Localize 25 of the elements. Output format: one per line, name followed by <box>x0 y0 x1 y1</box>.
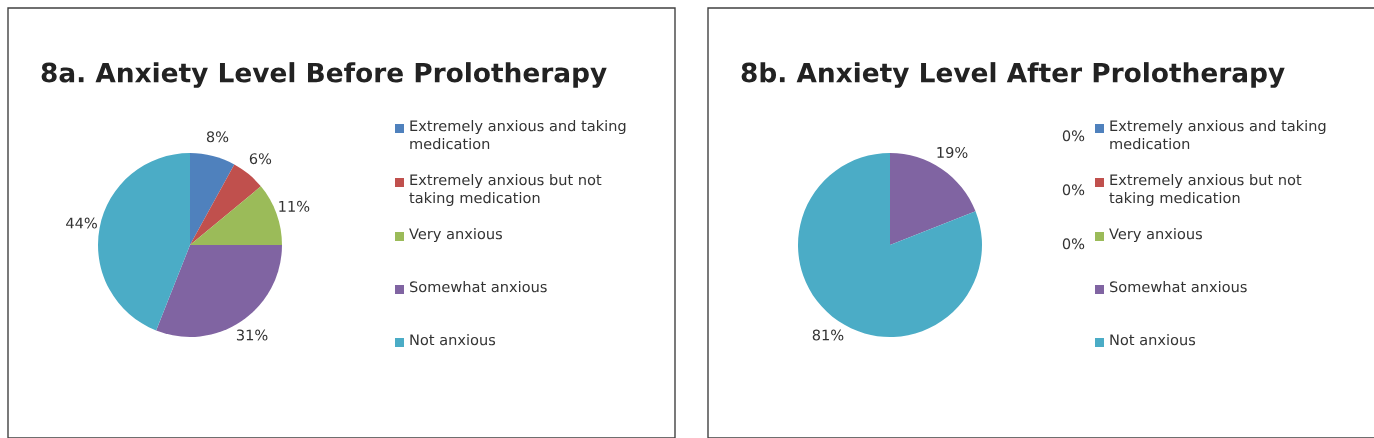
legend-label: Somewhat anxious <box>1109 281 1247 293</box>
pie-slice <box>190 153 235 245</box>
chart-title: 8a. Anxiety Level Before Prolotherapy <box>41 62 607 88</box>
chart-title: 8b. Anxiety Level After Prolotherapy <box>741 62 1285 88</box>
legend-label: Extremely anxious and taking medication <box>1110 120 1326 150</box>
legend-label: Extremely anxious but not taking medication <box>409 174 602 207</box>
data-label: 19% <box>937 146 968 158</box>
legend-label: Extremely anxious but not taking medication <box>1109 174 1302 207</box>
data-label: 31% <box>236 329 268 341</box>
legend-label: Somewhat anxious <box>409 281 547 293</box>
legend-label: Very anxious <box>409 228 502 243</box>
data-label: 6% <box>249 153 272 165</box>
data-label: 11% <box>279 200 310 212</box>
legend-label: Extremely anxious and taking medication <box>410 120 626 150</box>
data-label: 81% <box>812 329 844 341</box>
pie-slice <box>98 153 190 331</box>
legend-label: Not anxious <box>1110 334 1196 346</box>
text: 0% <box>1062 130 1085 142</box>
data-label: 44% <box>66 217 97 229</box>
pie-slice <box>190 164 261 245</box>
text: 0% <box>1062 238 1085 250</box>
data-label: 8% <box>206 131 229 143</box>
text: 0% <box>1062 184 1085 196</box>
legend-label: Not anxious <box>410 334 496 346</box>
legend-label: Very anxious <box>1109 228 1202 243</box>
